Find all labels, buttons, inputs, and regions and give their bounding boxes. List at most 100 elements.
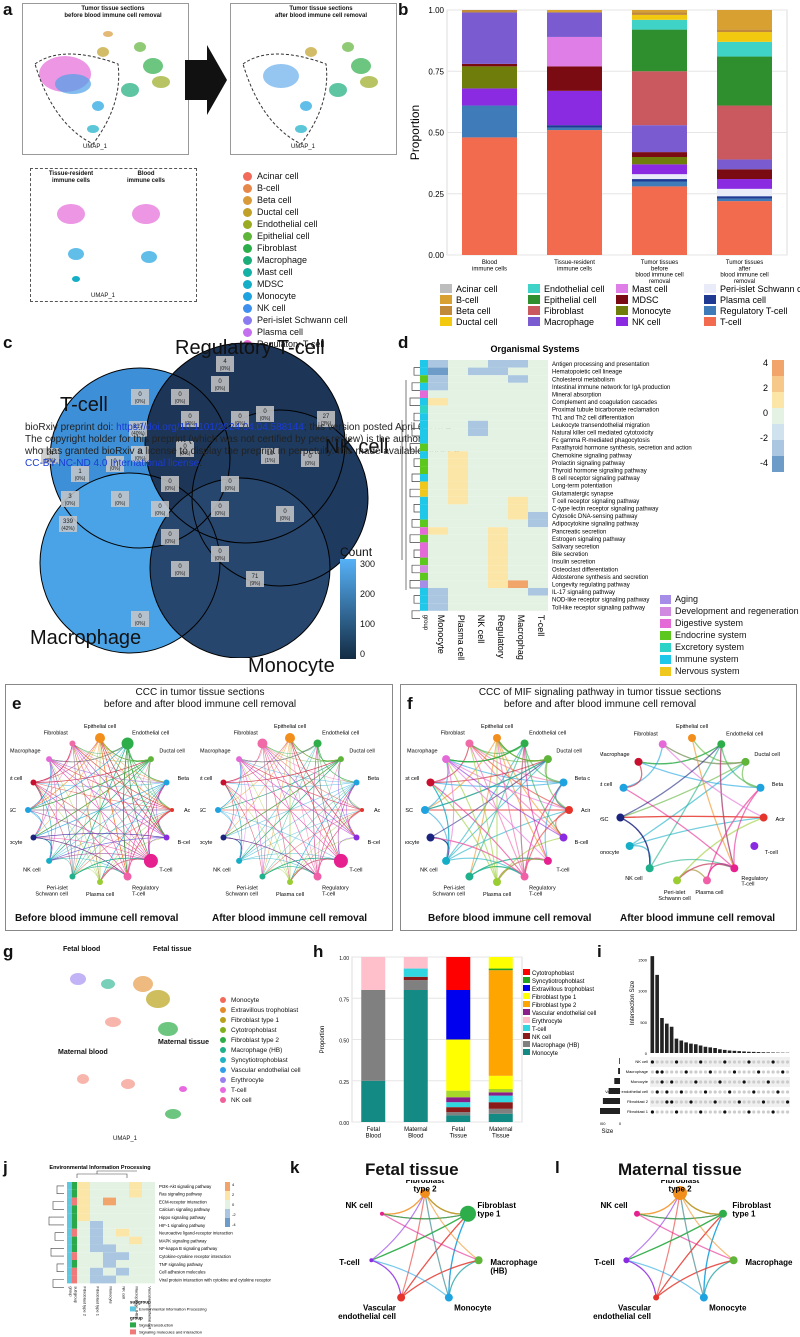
bar-segment [446, 957, 471, 990]
bar-segment [717, 10, 772, 30]
matrix-dot [655, 1060, 659, 1064]
matrix-dot [670, 1060, 674, 1064]
legend-swatch [243, 207, 252, 217]
panel-a-legend: Acinar cell B-cell Beta cell Ductal cell End… [243, 170, 393, 362]
edge [445, 758, 564, 783]
edge [469, 743, 570, 811]
scale-bar-segment [772, 376, 784, 392]
bar-segment [632, 181, 687, 187]
quad-title-fetal-tissue: Fetal tissue [153, 946, 192, 953]
matrix-dot [703, 1060, 708, 1064]
legend-item: Macrophage [243, 254, 393, 266]
doi-link[interactable]: https://doi.org/10.1101/2024.04.04.58814… [116, 422, 304, 433]
edge [679, 1192, 705, 1298]
legend-swatch [220, 1067, 226, 1073]
legend-item: Macrophage (HB) [220, 1045, 320, 1055]
edge [430, 782, 498, 883]
bar-segment [446, 1115, 471, 1122]
set-size-bar [618, 1068, 620, 1074]
edge [27, 809, 42, 838]
heatmap-cell [428, 527, 448, 535]
edge [430, 758, 549, 783]
y-tick-label: 0.75 [428, 67, 444, 76]
edge [223, 758, 342, 838]
subgroup-cell [67, 1244, 72, 1253]
bar-segment [632, 12, 687, 15]
matrix-dot [708, 1100, 712, 1104]
node-label: Monocyte [454, 1303, 492, 1312]
edge [424, 758, 449, 811]
heatmap-cell [528, 565, 548, 573]
y-tick-label: 0.50 [428, 129, 444, 138]
edge [371, 1192, 426, 1261]
node-label: Regulatory T-cell [741, 876, 768, 888]
heatmap-cell [77, 1267, 90, 1276]
legend-swatch [440, 317, 452, 326]
legend-swatch [528, 317, 540, 326]
umap-right-plot [242, 42, 378, 145]
heatmap-cell [448, 466, 468, 474]
edge [655, 1192, 681, 1298]
node-label: NK cell [600, 1201, 627, 1210]
venn-count-box [131, 446, 149, 462]
matrix-dot [674, 1070, 679, 1074]
heatmap-cell [448, 398, 468, 406]
heatmap-cell [90, 1236, 103, 1245]
node-label: Macrophage [407, 749, 438, 755]
legend-swatch [616, 295, 628, 304]
license-link[interactable]: CC-BY-NC-ND 4.0 International license [25, 458, 200, 469]
panel-d-heatmap: Organismal Systems Antigen processing and… [401, 344, 784, 660]
edge [381, 1213, 479, 1261]
bar-segment [547, 12, 602, 37]
node-label: Mast cell [600, 782, 612, 788]
heatmap-cell [508, 405, 528, 414]
heatmap-cell [468, 542, 488, 550]
y-tick-label: 0.25 [428, 190, 444, 199]
heatmap-cell [468, 466, 488, 474]
node-label: Vascular endothelial cell [338, 1303, 396, 1320]
matrix-dot [689, 1070, 693, 1074]
node-label: NK cell [213, 867, 230, 873]
matrix-dot [732, 1100, 737, 1104]
network-node [565, 806, 573, 814]
venn-outline-3 [144, 342, 346, 544]
node-label: Ductal cell [349, 749, 374, 755]
venn-percent: (0%) [215, 556, 226, 562]
venn-count-box [151, 501, 169, 517]
bar-segment [632, 174, 687, 180]
watermark-text-c: . [199, 458, 202, 469]
subgroup-cell [67, 1182, 72, 1190]
venn-count: 0 [118, 494, 122, 500]
scale-bar-segment [225, 1209, 230, 1218]
node-label: Plasma cell [86, 892, 114, 898]
edges [424, 737, 570, 883]
edge [262, 809, 363, 877]
heatmap-cell [508, 481, 528, 490]
venn-percent: (0%) [280, 516, 291, 522]
group-cell [420, 413, 428, 421]
heatmap-cell [528, 580, 548, 588]
y-tick-label: 1000 [638, 989, 648, 994]
group-cell [72, 1236, 77, 1245]
legend-swatch [220, 1027, 226, 1033]
edge [99, 737, 167, 838]
heatmap-cell [428, 603, 448, 611]
heatmap-cell [77, 1260, 90, 1268]
heatmap-cell [488, 367, 508, 376]
heatmap-cell [508, 466, 528, 474]
matrix-dot [679, 1080, 683, 1084]
heatmap-cell [129, 1197, 142, 1206]
legend-swatch [528, 284, 540, 293]
legend-item: Development and regeneration [660, 605, 800, 617]
matrix-dot [718, 1070, 722, 1074]
edge [72, 743, 101, 883]
edge [27, 737, 101, 811]
venn-count: 0 [138, 449, 142, 455]
heatmap-cell [468, 367, 488, 376]
matrix-dot [670, 1080, 674, 1084]
heatmap-cell [448, 512, 468, 520]
matrix-dot [660, 1090, 664, 1094]
heatmap-cell [468, 436, 488, 444]
matrix-dot [781, 1070, 785, 1074]
matrix-dot [766, 1060, 770, 1064]
